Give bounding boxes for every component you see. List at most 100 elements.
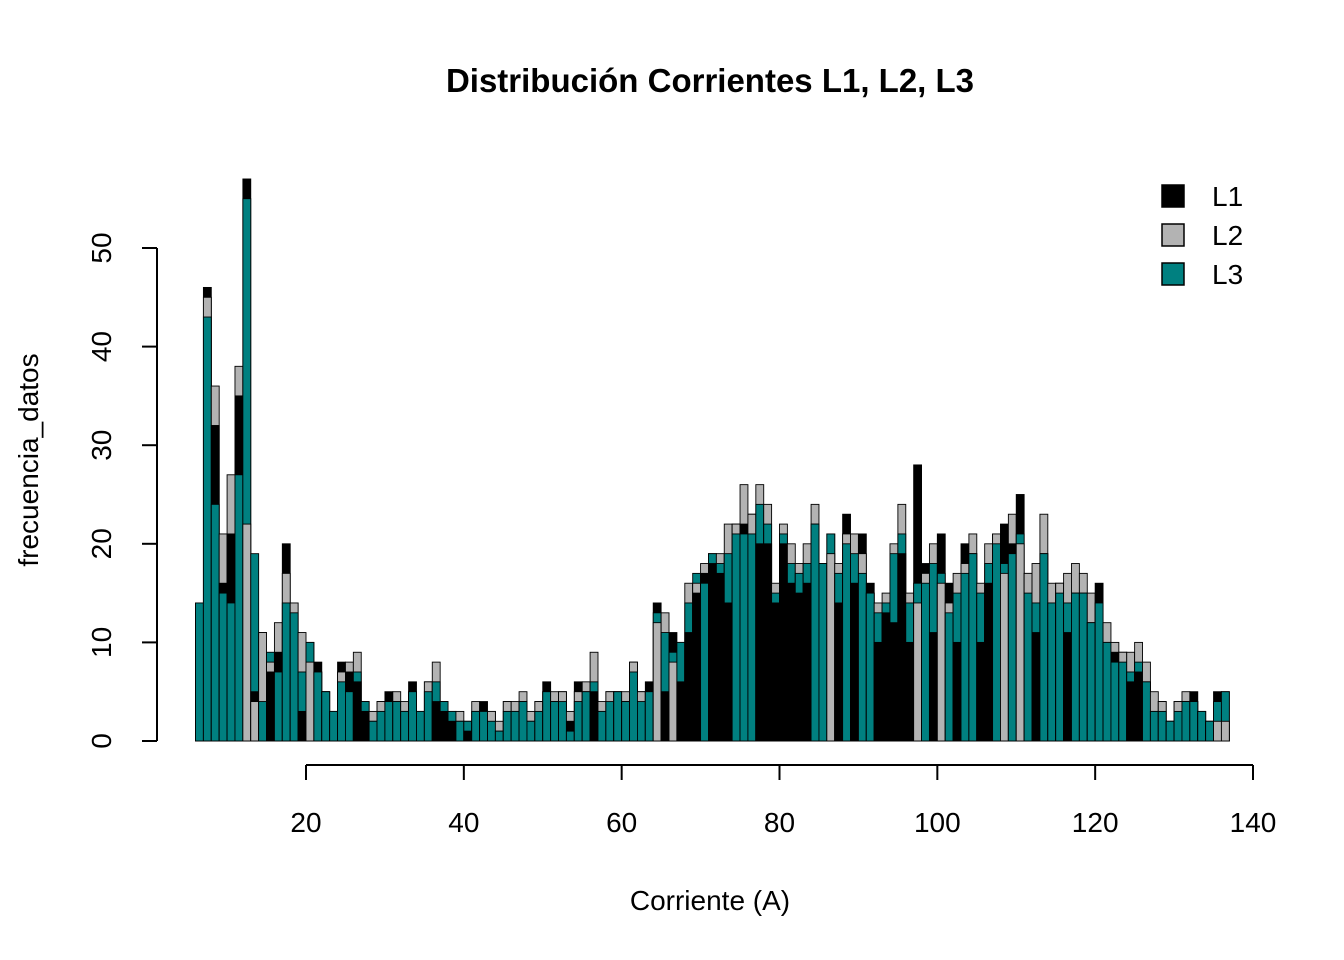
y-tick-label: 40 [86,331,117,362]
bar-l3-118 [1078,592,1088,742]
y-tick-label: 20 [86,528,117,559]
bar-l3-131 [1181,701,1191,742]
bar-l3-104 [968,553,978,742]
bar-l1-73 [723,602,733,742]
bar-l3-75 [739,533,749,742]
bar-l3-119 [1086,622,1096,742]
bar-l1-26 [352,681,362,742]
bar-l1-79 [771,602,780,742]
bar-l1-106 [984,582,994,742]
bar-l3-8 [210,503,220,742]
bar-l1-125 [1134,671,1143,742]
bar-l1-96 [905,641,915,742]
bars-group [195,178,1230,742]
y-axis: 0 10 20 30 40 50 [86,232,158,749]
bar-l3-35 [423,691,433,742]
x-tick-label: 80 [764,807,795,838]
bar-l3-117 [1071,592,1080,742]
bar-l1-92 [873,641,883,742]
bar-l3-29 [376,710,386,742]
bar-l2-100 [936,582,946,742]
bar-l1-27 [360,710,370,742]
bar-l2-97 [913,602,922,742]
bar-l3-21 [313,671,323,742]
bar-l3-31 [392,701,402,742]
bar-l3-113 [1039,553,1049,742]
bar-l1-116 [1063,632,1072,742]
bar-l3-59 [613,691,623,742]
legend-label-l1: L1 [1212,181,1243,212]
bar-l3-91 [865,592,875,742]
bar-l3-49 [534,710,544,742]
bar-l3-84 [810,523,820,742]
bar-l3-70 [700,582,709,742]
y-tick-label: 50 [86,232,117,263]
bar-l3-132 [1189,701,1199,742]
bar-l3-25 [345,691,354,742]
bar-l1-40 [463,730,473,742]
bar-l3-52 [558,701,567,742]
bar-l1-83 [802,582,812,742]
legend: L1 L2 L3 [1161,181,1243,290]
legend-label-l3: L3 [1212,259,1243,290]
bar-l1-77 [755,543,765,742]
bar-l2-136 [1220,720,1230,742]
bar-l3-63 [644,691,654,742]
x-tick-label: 120 [1072,807,1119,838]
bar-l3-46 [510,710,520,742]
bar-l3-130 [1173,710,1183,742]
bar-l2-66 [668,661,678,742]
bar-l3-44 [494,730,504,742]
bar-l3-57 [597,710,607,742]
bar-l3-121 [1102,641,1112,742]
bar-l3-7 [202,316,212,742]
bar-l1-80 [779,543,788,742]
x-tick-label: 100 [914,807,961,838]
bar-l1-99 [928,632,938,742]
bar-l3-88 [842,543,851,742]
bar-l1-68 [684,632,694,742]
bar-l3-109 [1007,553,1017,742]
bar-l3-114 [1047,602,1057,742]
bar-l1-69 [692,592,702,742]
bar-l3-33 [408,691,417,742]
bar-l1-36 [431,701,441,742]
x-tick-label: 40 [448,807,479,838]
y-tick-label: 10 [86,627,117,658]
bar-l3-129 [1165,720,1175,742]
bar-l1-124 [1126,681,1136,742]
bar-l2-13 [250,701,260,742]
bar-l1-71 [708,563,717,742]
bar-l2-110 [1015,543,1025,742]
bar-l3-90 [857,572,867,742]
legend-swatch-l2 [1161,223,1185,247]
legend-swatch-l1 [1161,184,1185,208]
bar-l3-53 [565,730,575,742]
bar-l2-64 [652,622,662,742]
y-tick-label: 30 [86,430,117,461]
bar-l1-95 [897,553,907,742]
bar-l3-32 [400,710,410,742]
bar-l3-123 [1118,661,1128,742]
bar-l3-122 [1110,661,1120,742]
bar-l1-72 [715,572,725,742]
bar-l2-12 [242,523,252,742]
bar-l3-127 [1149,710,1159,742]
bar-l2-20 [305,661,315,742]
bar-l3-45 [502,710,512,742]
bar-l3-22 [321,691,331,742]
bar-l3-16 [273,671,283,742]
bar-l3-28 [368,720,378,742]
x-axis: 20 40 60 80 100 120 140 [290,764,1276,838]
bar-l3-55 [581,691,591,742]
bar-l3-43 [487,720,496,742]
bar-l3-133 [1197,710,1207,742]
bar-l1-78 [763,543,773,742]
bar-l1-67 [676,681,686,742]
bar-l3-48 [526,720,536,742]
bar-l1-102 [952,641,962,742]
bar-l1-82 [794,592,804,742]
bar-l3-54 [573,701,583,742]
bar-l3-17 [281,602,291,742]
